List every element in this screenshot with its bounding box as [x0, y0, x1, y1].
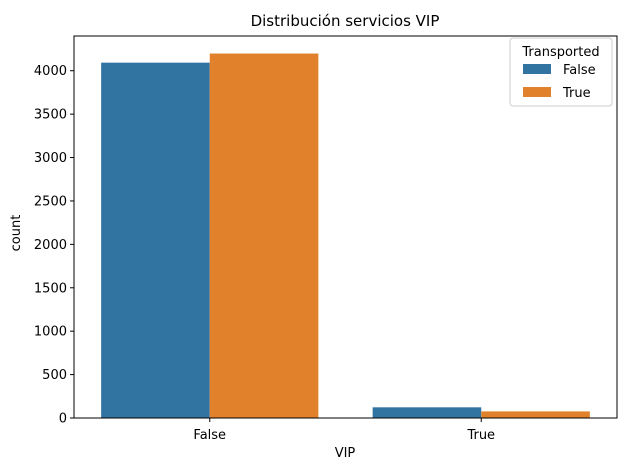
y-tick-label: 500: [42, 368, 67, 383]
x-axis-label: VIP: [335, 446, 356, 461]
legend: Transported False True: [509, 37, 613, 107]
y-tick-label: 0: [59, 412, 67, 427]
y-tick-label: 1500: [34, 281, 67, 296]
plot-frame: [73, 35, 618, 419]
y-tick-label: 1000: [34, 325, 67, 340]
x-tick-label: True: [466, 428, 495, 443]
bar-true-false: [372, 407, 482, 418]
bar-false-true: [209, 53, 319, 419]
legend-swatch-false: [523, 64, 551, 74]
bar-false-false: [101, 62, 210, 418]
legend-label-false: False: [563, 63, 596, 78]
y-tick-label: 2500: [34, 194, 67, 209]
y-tick-label: 3500: [34, 108, 67, 123]
legend-title: Transported: [521, 45, 599, 60]
y-tick-label: 2000: [34, 238, 67, 253]
x-tick-label: False: [193, 428, 226, 443]
legend-label-true: True: [562, 86, 591, 101]
y-tick-label: 4000: [34, 64, 67, 79]
y-tick-label: 3000: [34, 151, 67, 166]
bar-true-true: [481, 411, 590, 418]
chart-title: Distribución servicios VIP: [251, 12, 440, 30]
plot-area: [73, 35, 618, 419]
y-axis-label: count: [9, 215, 24, 252]
legend-swatch-true: [523, 87, 551, 97]
tick-labels: False True 0 500 1000 1500 2000 2500 3000 3500 400…: [34, 64, 495, 443]
